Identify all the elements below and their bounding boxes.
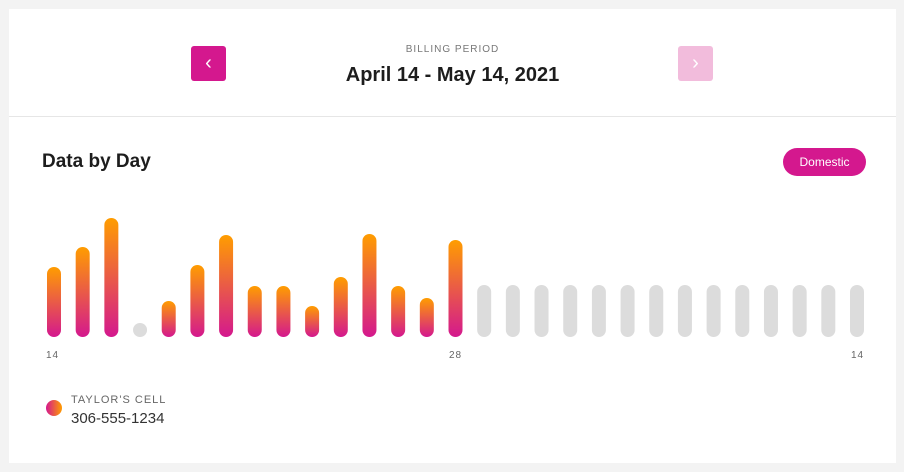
section-title: Data by Day [42,151,151,172]
future-day-bar[interactable] [821,285,836,337]
future-day-bar[interactable] [649,285,664,337]
usage-bar[interactable] [305,306,320,337]
usage-bar[interactable] [362,234,377,337]
usage-bar[interactable] [47,267,61,337]
usage-bar[interactable] [276,286,291,337]
usage-bar[interactable] [161,301,176,337]
future-day-bar[interactable] [534,285,549,337]
future-day-bar[interactable] [763,285,778,337]
usage-bar[interactable] [75,247,90,337]
next-period-button[interactable]: › [678,46,713,81]
usage-bar[interactable] [190,265,205,337]
billing-period-value: April 14 - May 14, 2021 [345,64,560,86]
usage-bar[interactable] [104,218,119,337]
future-day-bar[interactable] [735,285,750,337]
future-day-bar[interactable] [505,285,520,337]
billing-period-label: BILLING PERIOD [405,44,500,55]
legend-swatch [46,400,62,416]
usage-bar[interactable] [448,240,463,337]
zero-usage-dot[interactable] [133,323,148,337]
usage-bar[interactable] [391,286,406,337]
chevron-left-icon: ‹ [205,52,212,74]
future-day-bar[interactable] [706,285,721,337]
future-day-bar[interactable] [591,285,606,337]
future-day-bar[interactable] [792,285,807,337]
future-day-bar[interactable] [620,285,635,337]
legend-phone-number: 306-555-1234 [71,410,165,427]
usage-bar[interactable] [333,277,348,337]
chevron-right-icon: › [692,52,699,74]
future-day-bar[interactable] [850,285,864,337]
previous-period-button[interactable]: ‹ [191,46,226,81]
x-tick-label: 14 [851,350,864,361]
divider [9,116,896,117]
legend-line-name: TAYLOR'S CELL [71,394,167,406]
x-tick-label: 14 [46,350,59,361]
data-by-day-chart: 14 28 14 [46,218,864,361]
future-day-bar[interactable] [677,285,692,337]
future-day-bar[interactable] [563,285,578,337]
usage-card: ‹ BILLING PERIOD April 14 - May 14, 2021… [9,9,896,463]
usage-bar[interactable] [247,286,262,337]
usage-bar[interactable] [419,298,434,337]
usage-bar[interactable] [219,235,234,337]
future-day-bar[interactable] [477,285,492,337]
domestic-filter-button[interactable]: Domestic [783,148,866,176]
x-tick-label: 28 [449,350,462,361]
